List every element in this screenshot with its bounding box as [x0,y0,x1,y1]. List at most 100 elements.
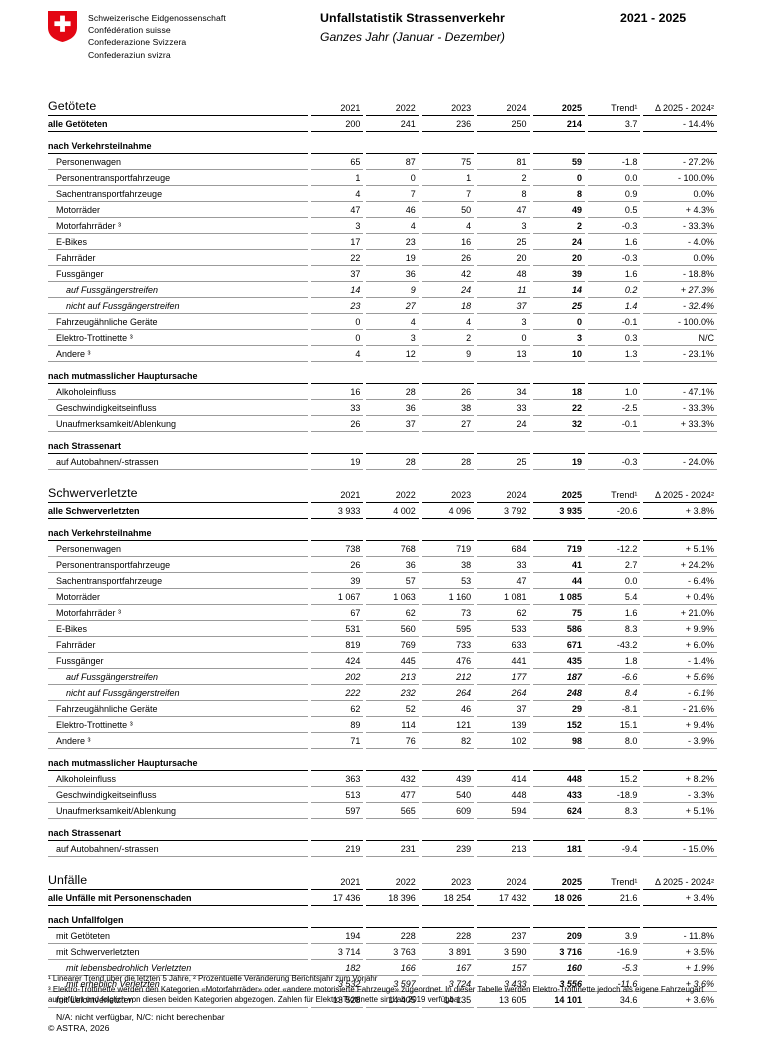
column-header: Trend¹ [587,871,641,890]
cell-value: 17 [311,234,364,250]
cell-value [311,362,364,384]
cell-value: 264 [421,685,475,701]
cell-value: 565 [366,803,419,819]
stats-table-unfaelle: Unfälle 2021 2022 2023 2024 2025 Trend¹ Δ 2025 … [45,871,720,1008]
table-row: Motorfahrräder ³ 3 4 4 3 2 -0.3- 33.3% [48,218,717,234]
table-row: Personentransportfahrzeuge 1 0 1 2 0 0.0- 100.… [48,170,717,186]
cell-value: 219 [311,841,364,857]
cell-value: 228 [421,928,475,944]
cell-value: 17 432 [477,890,530,906]
row-label: mit Leichtverletzten [48,992,308,1008]
cell-value [311,906,364,928]
row-label: Fahrräder [48,637,308,653]
cell-value: 41 [532,557,585,573]
cell-value: 8.3 [587,621,641,637]
cell-value: 3 933 [311,503,364,519]
cell-value: 3 [366,330,419,346]
column-header: 2023 [421,871,475,890]
cell-value: 0.5 [587,202,641,218]
row-label: nach mutmasslicher Hauptursache [48,749,308,771]
cell-value: 633 [477,637,530,653]
cell-value: 29 [532,701,585,717]
cell-value: -0.1 [587,314,641,330]
cell-value: 2 [477,170,530,186]
cell-value: 102 [477,733,530,749]
cell-value: 3 433 [477,976,530,992]
cell-value: - 47.1% [643,384,717,400]
cell-value: 236 [421,116,475,132]
cell-value: 62 [311,701,364,717]
row-label: Alkoholeinfluss [48,771,308,787]
table-row: Personentransportfahrzeuge 26 36 38 33 41 2.7 +… [48,557,717,573]
logo-line-it: Confederazione Svizzera [88,37,187,48]
table-row: Fahrräder 819 769 733 633 671 -43.2 + 6.0% [48,637,717,653]
cell-value: -0.3 [587,250,641,266]
cell-value: 1.8 [587,653,641,669]
cell-value: 9 [366,282,419,298]
cell-value: 432 [366,771,419,787]
cell-value: - 6.4% [643,573,717,589]
table-row: Unaufmerksamkeit/Ablenkung 597 565 609 594 62… [48,803,717,819]
cell-value: 213 [366,669,419,685]
row-label: Personenwagen [48,154,308,170]
cell-value [366,132,419,154]
cell-value: 65 [311,154,364,170]
table-row: Alkoholeinfluss 16 28 26 34 18 1.0- 47.1% [48,384,717,400]
cell-value: 213 [477,841,530,857]
cell-value: 1 067 [311,589,364,605]
cell-value [366,362,419,384]
cell-value: 7 [421,186,475,202]
cell-value: 4 002 [366,503,419,519]
cell-value: - 21.6% [643,701,717,717]
cell-value: 533 [477,621,530,637]
cell-value [366,819,419,841]
cell-value [421,519,475,541]
table-row: auf Fussgängerstreifen 202 213 212 177 187 -6.… [48,669,717,685]
cell-value: 73 [421,605,475,621]
table-row: E-Bikes 531 560 595 533 586 8.3 + 9.9% [48,621,717,637]
cell-value [477,362,530,384]
cell-value: - 18.8% [643,266,717,282]
column-header: 2024 [477,871,530,890]
table-row: mit Leichtverletzten 13 528 14 405 14 135 13… [48,992,717,1008]
table-row: mit erheblich Verletzten 3 532 3 597 3 724 3… [48,976,717,992]
cell-value: 19 [311,454,364,470]
row-label: nicht auf Fussgängerstreifen [48,685,308,701]
cell-value: 47 [477,202,530,218]
cell-value: 200 [311,116,364,132]
cell-value: + 9.4% [643,717,717,733]
cell-value: + 27.3% [643,282,717,298]
table-row: nach Strassenart [48,432,717,454]
table-row: Personenwagen 738 768 719 684 719 -12.2 + 5.1% [48,541,717,557]
cell-value: 33 [477,557,530,573]
cell-value: 2.7 [587,557,641,573]
cell-value: 187 [532,669,585,685]
cell-value [477,432,530,454]
cell-value: 445 [366,653,419,669]
cell-value: 448 [532,771,585,787]
cell-value: 439 [421,771,475,787]
cell-value: 202 [311,669,364,685]
cell-value: 33 [477,400,530,416]
cell-value: 738 [311,541,364,557]
cell-value: - 15.0% [643,841,717,857]
cell-value: - 27.2% [643,154,717,170]
row-label: Andere ³ [48,733,308,749]
cell-value: 4 096 [421,503,475,519]
table-row: Andere ³ 71 76 82 102 98 8.0- 3.9% [48,733,717,749]
cell-value: 47 [477,573,530,589]
cell-value: 4 [421,218,475,234]
cell-value: 27 [421,416,475,432]
row-label: Fahrzeugähnliche Geräte [48,701,308,717]
cell-value: 22 [311,250,364,266]
footnote-trend-delta: ¹ Linearer Trend über die letzten 5 Jahr… [48,974,378,983]
table-row: Sachentransportfahrzeuge 4 7 7 8 8 0.9 0.0% [48,186,717,202]
cell-value: -0.1 [587,416,641,432]
cell-value: 39 [311,573,364,589]
cell-value: - 33.3% [643,218,717,234]
cell-value: 23 [366,234,419,250]
table-header-row: Schwerverletzte 2021 2022 2023 2024 2025 Trend… [48,484,717,503]
cell-value: 733 [421,637,475,653]
cell-value: 11 [477,282,530,298]
